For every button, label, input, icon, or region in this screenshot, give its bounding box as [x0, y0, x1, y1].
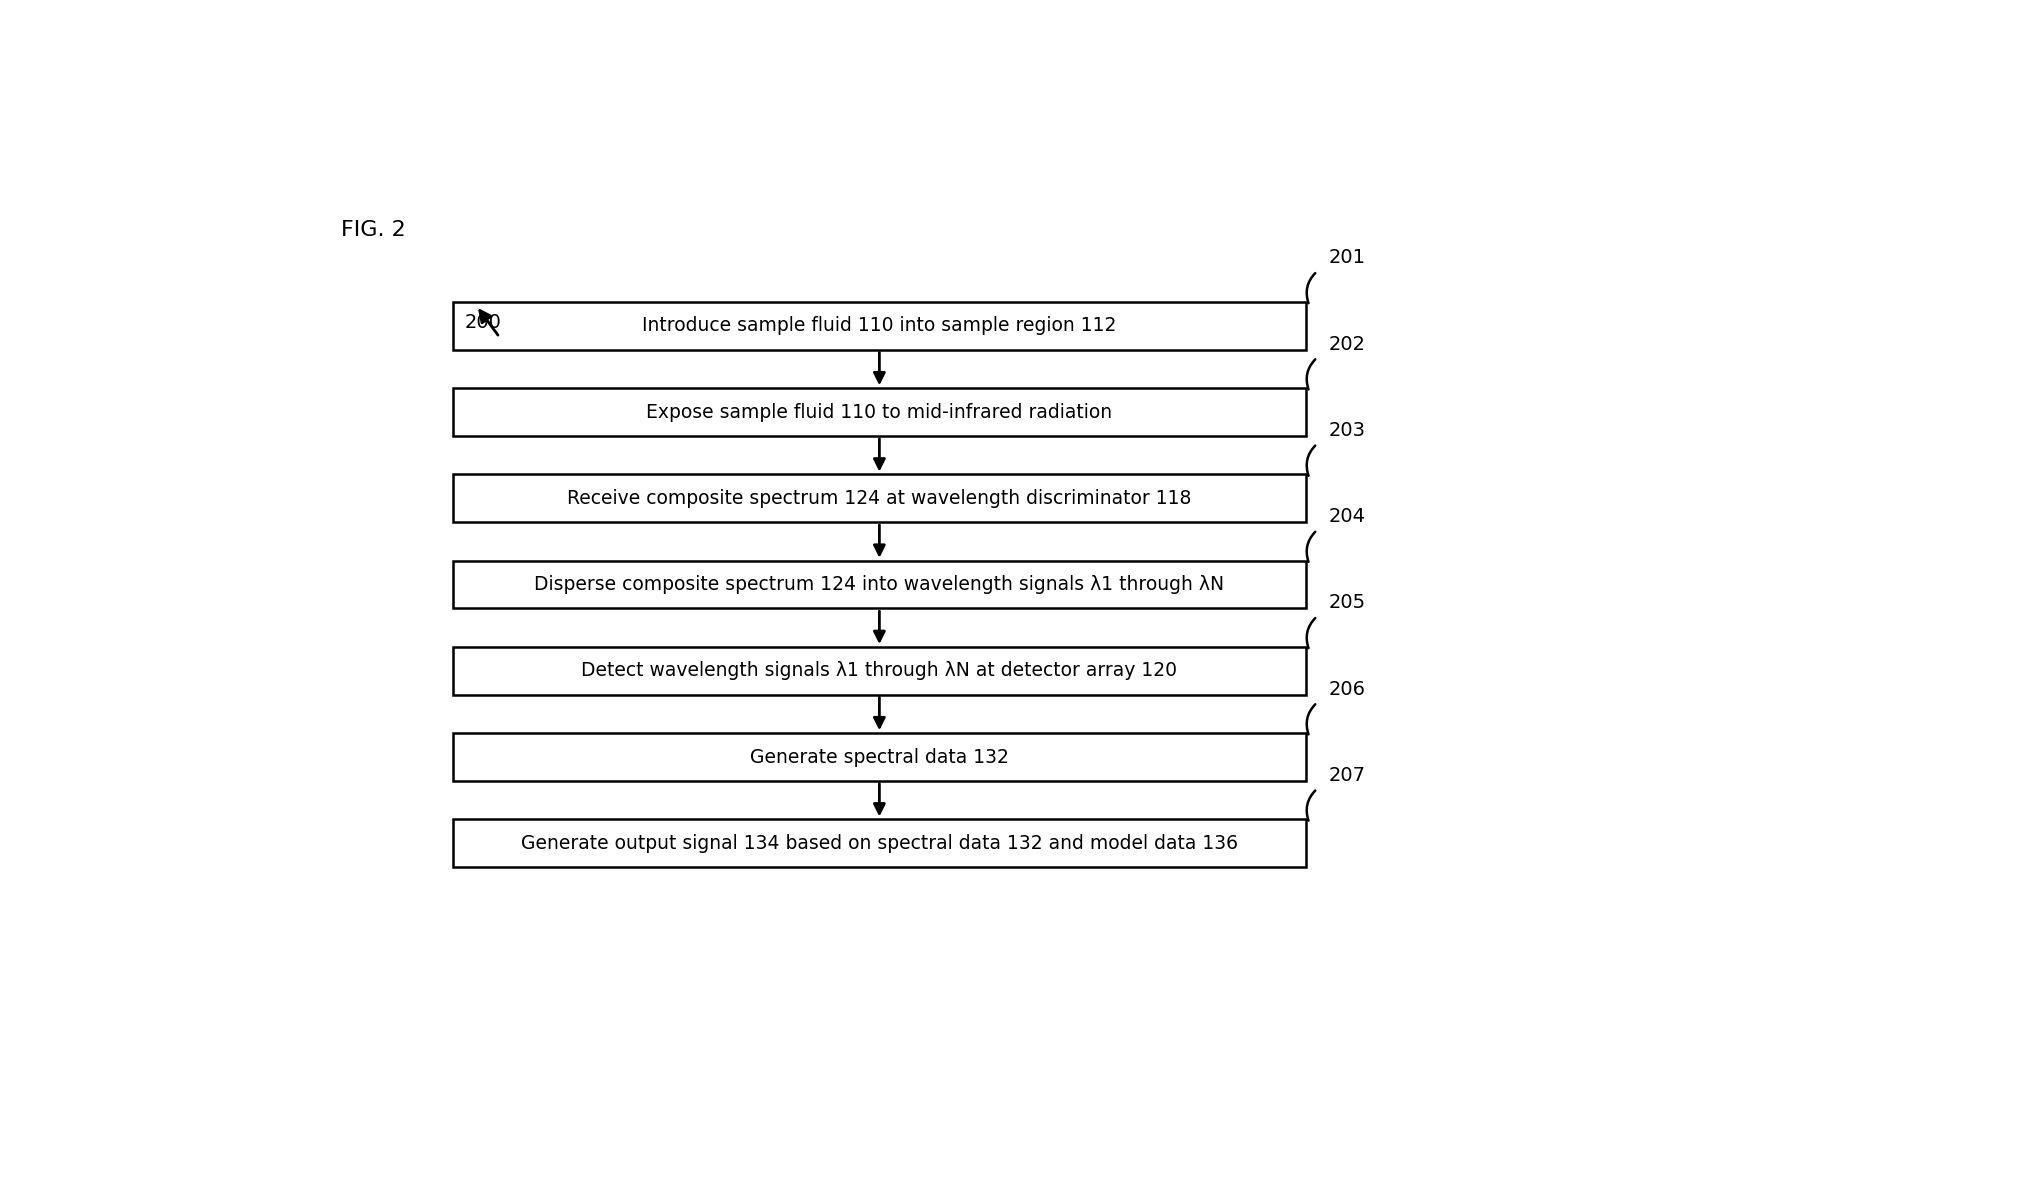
- Text: 205: 205: [1329, 593, 1365, 612]
- Text: 201: 201: [1329, 248, 1365, 267]
- Bar: [454, 302, 1306, 349]
- Text: Expose sample fluid 110 to mid-infrared radiation: Expose sample fluid 110 to mid-infrared …: [646, 403, 1112, 422]
- Text: Receive composite spectrum 124 at wavelength discriminator 118: Receive composite spectrum 124 at wavele…: [566, 488, 1192, 507]
- Text: FIG. 2: FIG. 2: [341, 220, 405, 240]
- Text: Detect wavelength signals λ1 through λN at detector array 120: Detect wavelength signals λ1 through λN …: [580, 662, 1177, 681]
- Bar: [454, 474, 1306, 523]
- Text: 203: 203: [1329, 421, 1365, 440]
- Text: 206: 206: [1329, 680, 1365, 699]
- Bar: [454, 561, 1306, 608]
- Text: 200: 200: [464, 312, 501, 331]
- Text: 207: 207: [1329, 766, 1365, 785]
- Bar: [454, 733, 1306, 781]
- Bar: [454, 647, 1306, 695]
- Bar: [454, 388, 1306, 436]
- Text: Introduce sample fluid 110 into sample region 112: Introduce sample fluid 110 into sample r…: [642, 316, 1116, 335]
- Text: 202: 202: [1329, 335, 1365, 354]
- Text: Disperse composite spectrum 124 into wavelength signals λ1 through λN: Disperse composite spectrum 124 into wav…: [533, 575, 1224, 594]
- Text: Generate output signal 134 based on spectral data 132 and model data 136: Generate output signal 134 based on spec…: [521, 834, 1239, 853]
- Text: Generate spectral data 132: Generate spectral data 132: [750, 747, 1010, 766]
- Text: 204: 204: [1329, 507, 1365, 526]
- Bar: [454, 820, 1306, 867]
